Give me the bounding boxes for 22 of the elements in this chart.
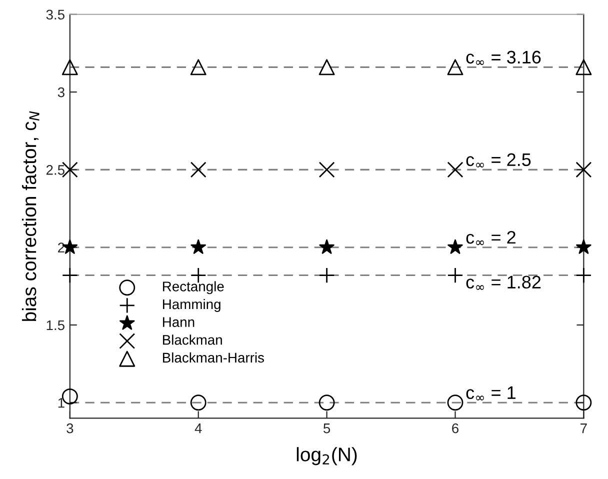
- x-axis-title: log$_{2}$(N): [296, 447, 357, 466]
- x-tick-label: 4: [194, 424, 202, 434]
- legend-label: Blackman-Harris: [162, 352, 264, 363]
- y-tick-label: 1: [58, 398, 64, 408]
- legend-label: Blackman: [162, 334, 222, 345]
- ref-line-label: c$_{∞}$ = 2.5: [466, 153, 531, 168]
- legend-label: Hann: [162, 317, 194, 328]
- x-tick-label: 5: [323, 424, 330, 434]
- y-tick-label: 3: [58, 87, 64, 98]
- y-axis-title: bias correction factor, c$_{N}$: [22, 111, 40, 321]
- y-tick-label: 3.5: [46, 10, 64, 20]
- y-tick-label: 1.5: [46, 320, 64, 330]
- ref-line-label: c$_{∞}$ = 3.16: [466, 50, 541, 65]
- x-tick-label: 6: [452, 423, 458, 434]
- legend-label: Hamming: [162, 298, 220, 312]
- y-tick-label: 2.5: [46, 165, 64, 175]
- ref-line-label: c$_{∞}$ = 1.82: [466, 276, 541, 290]
- ref-line-label: c$_{∞}$ = 1: [466, 386, 516, 400]
- legend-label: Rectangle: [162, 281, 224, 294]
- ref-line-label: c$_{∞}$ = 2: [466, 230, 516, 246]
- x-tick-label: 3: [66, 423, 74, 434]
- x-tick-label: 7: [580, 424, 587, 434]
